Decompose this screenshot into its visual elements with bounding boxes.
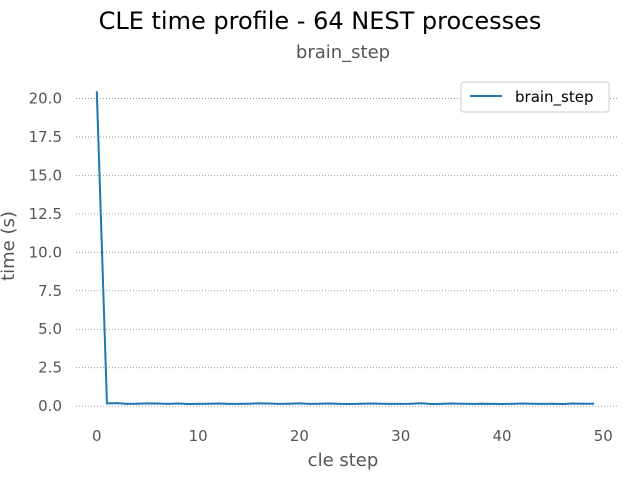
data-point [197, 402, 200, 405]
data-point [116, 402, 119, 405]
data-point [521, 402, 524, 405]
data-point [409, 402, 412, 405]
data-point [247, 402, 250, 405]
data-point [156, 402, 159, 405]
data-point [379, 402, 382, 405]
data-point [338, 402, 341, 405]
x-axis-label: cle step [308, 450, 379, 471]
data-point [369, 402, 372, 405]
data-point [551, 402, 554, 405]
data-point [480, 402, 483, 405]
y-tick-label: 7.5 [38, 282, 62, 300]
data-point [207, 402, 210, 405]
y-tick-label: 2.5 [38, 359, 62, 377]
data-point [298, 402, 301, 405]
data-point [419, 402, 422, 405]
y-tick-label: 15.0 [29, 166, 62, 184]
data-point [440, 402, 443, 405]
x-tick-label: 40 [492, 427, 511, 445]
data-point [511, 402, 514, 405]
data-point [571, 402, 574, 405]
data-point [257, 402, 260, 405]
series-line [95, 91, 595, 405]
data-point [531, 402, 534, 405]
data-point [470, 402, 473, 405]
y-axis-label: time (s) [0, 211, 19, 281]
y-tick-label: 20.0 [29, 89, 62, 107]
chart-subtitle: brain_step [296, 42, 390, 63]
data-point [490, 402, 493, 405]
data-point [541, 402, 544, 405]
data-point [288, 402, 291, 405]
y-tick-label: 17.5 [29, 128, 62, 146]
y-tick-label: 5.0 [38, 320, 62, 338]
x-tick-label: 20 [290, 427, 309, 445]
data-point [501, 403, 504, 405]
data-point [592, 402, 595, 405]
data-point [95, 91, 98, 94]
data-point [268, 402, 271, 405]
data-point [278, 402, 281, 405]
y-tick-label: 0.0 [38, 397, 62, 415]
x-tick-label: 30 [391, 427, 410, 445]
x-tick-label: 50 [594, 427, 613, 445]
data-point [460, 402, 463, 405]
series-group [95, 91, 595, 405]
data-point [399, 402, 402, 405]
data-point [176, 402, 179, 405]
data-point [349, 403, 352, 405]
data-point [359, 402, 362, 405]
y-tick-label: 12.5 [29, 205, 62, 223]
data-point [318, 402, 321, 405]
data-point [582, 402, 585, 405]
y-axis-ticks: 0.0 2.5 5.0 7.5 10.0 12.5 15.0 17.5 20.0 [29, 89, 62, 415]
data-point [126, 402, 129, 405]
legend: brain_step [460, 81, 610, 113]
gridlines [76, 98, 618, 407]
data-point [217, 402, 220, 405]
data-point [450, 402, 453, 405]
legend-box [460, 81, 610, 113]
legend-label: brain_step [515, 88, 594, 107]
data-point [430, 403, 433, 405]
data-point [136, 402, 139, 405]
data-point [186, 403, 189, 405]
x-tick-label: 0 [92, 427, 102, 445]
data-point [308, 402, 311, 405]
data-point [237, 402, 240, 405]
data-point [328, 402, 331, 405]
data-point [389, 402, 392, 405]
data-point [146, 402, 149, 405]
x-axis-ticks: 0 10 20 30 40 50 [92, 427, 613, 445]
data-point [105, 402, 108, 405]
data-point [227, 402, 230, 405]
data-point [561, 403, 564, 405]
data-point [166, 402, 169, 405]
chart-title: CLE time profile - 64 NEST processes [99, 7, 542, 35]
x-tick-label: 10 [189, 427, 208, 445]
y-tick-label: 10.0 [29, 243, 62, 261]
